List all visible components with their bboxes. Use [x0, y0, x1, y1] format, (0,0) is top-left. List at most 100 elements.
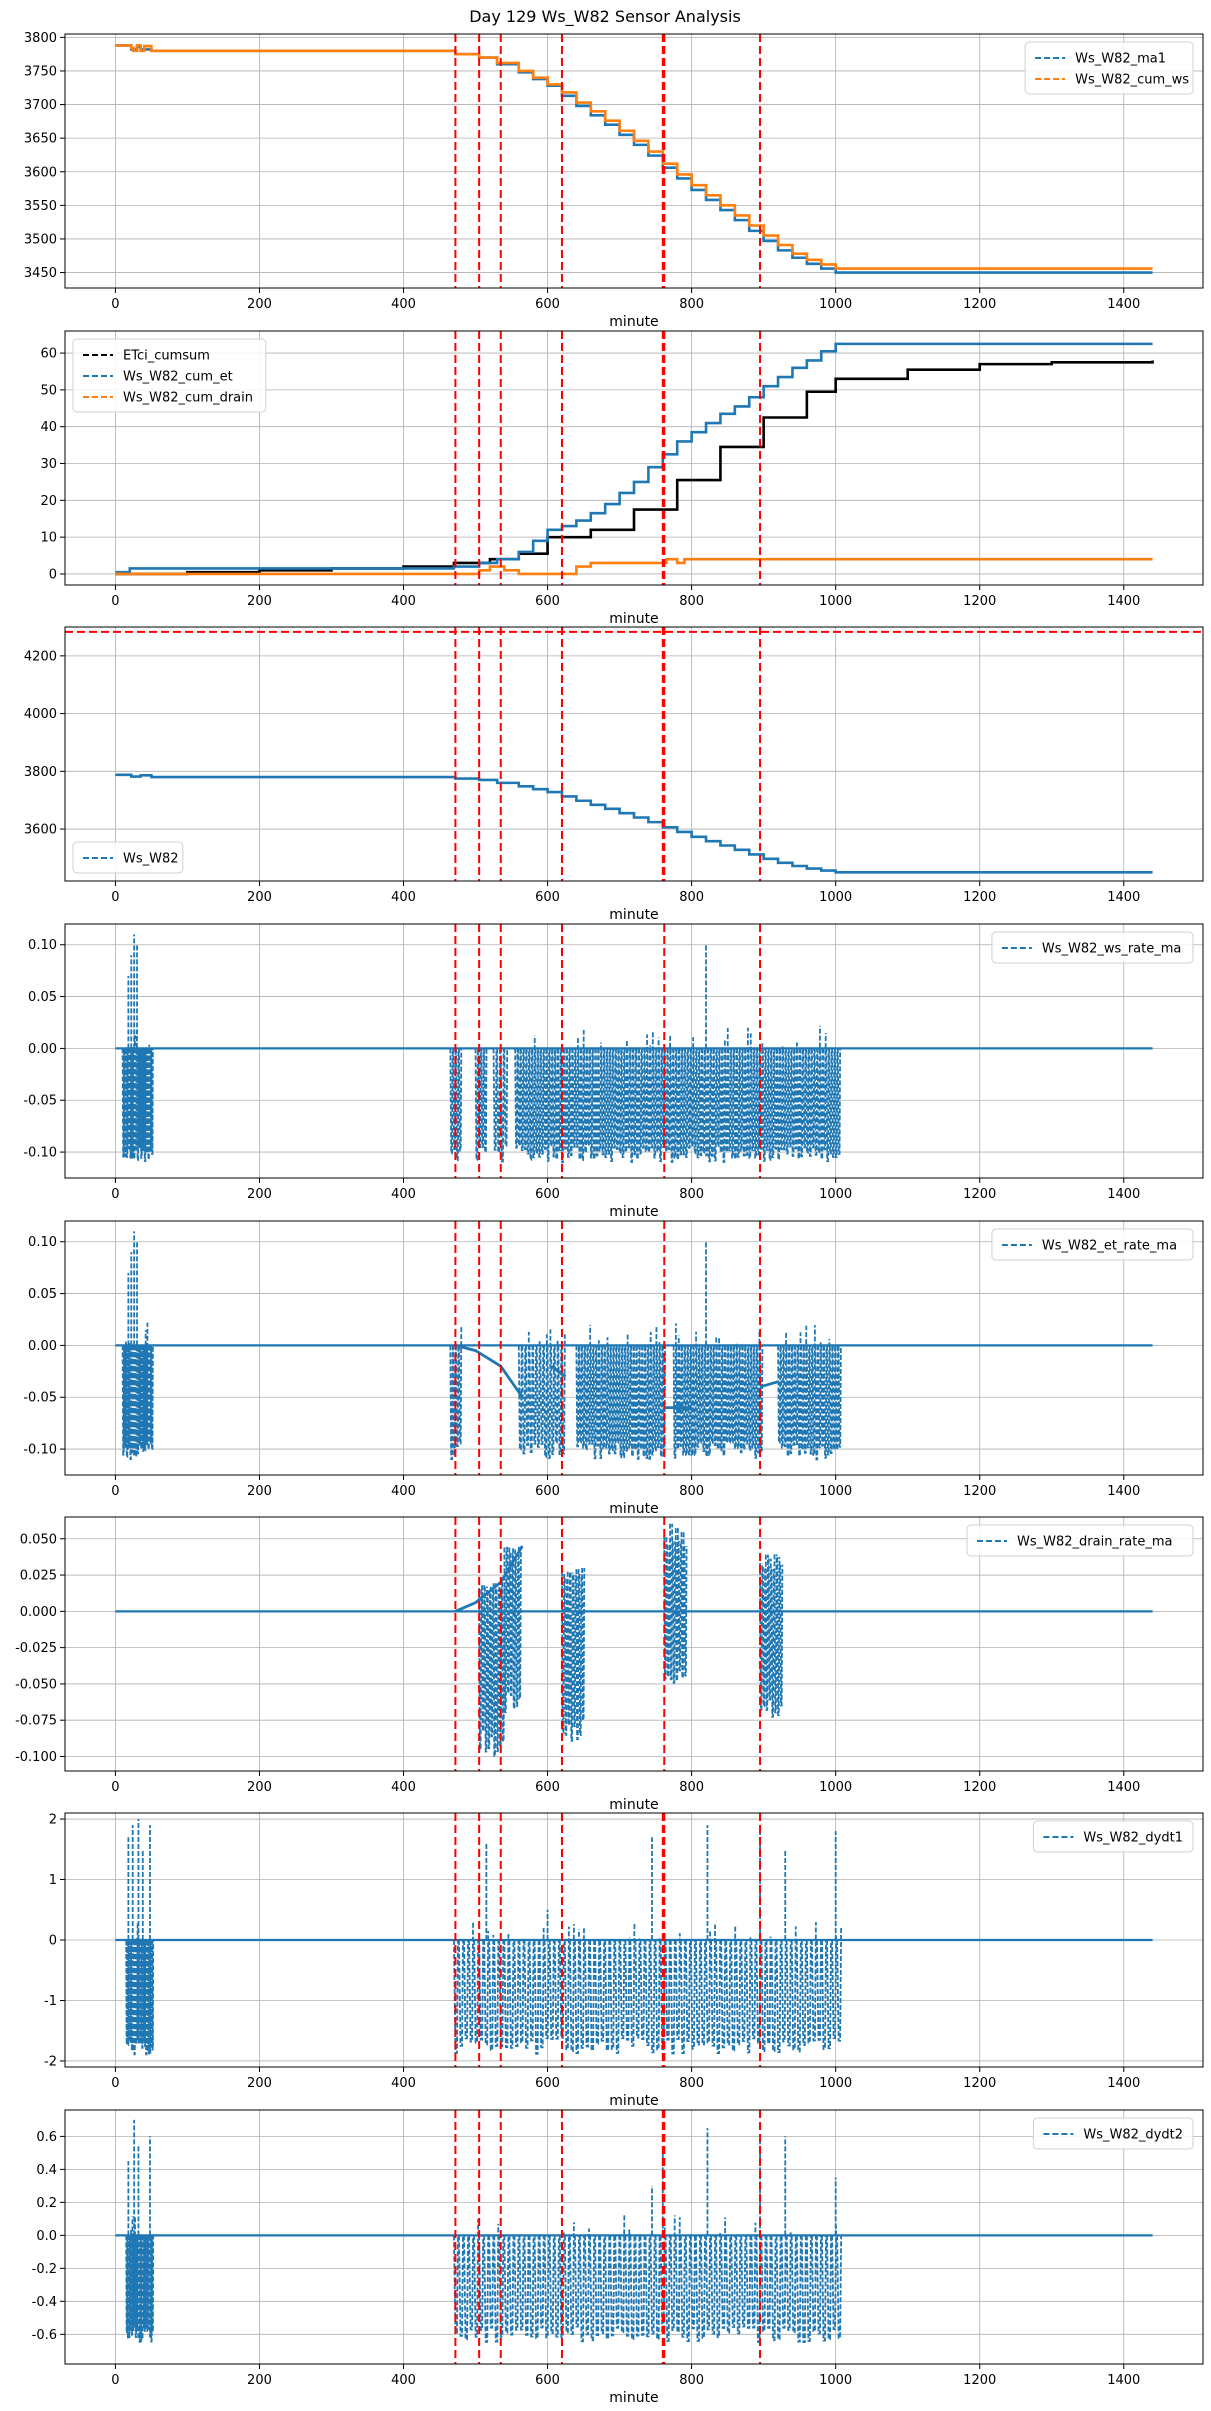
y-tick-label: -0.10	[23, 1443, 57, 1458]
legend-label: Ws_W82_ws_rate_ma	[1042, 942, 1181, 957]
legend-label: Ws_W82_dydt2	[1083, 2128, 1183, 2143]
series-spikes	[514, 1025, 842, 1164]
x-tick-label: 1200	[963, 2076, 996, 2091]
y-tick-label: -0.100	[15, 1750, 57, 1765]
y-tick-label: 3700	[24, 98, 57, 113]
series-trend	[455, 1344, 524, 1399]
legend-box	[966, 1524, 1194, 1557]
legend-label: Ws_W82_cum_et	[123, 370, 233, 385]
x-tick-label: 600	[535, 2076, 560, 2091]
legend-box	[1032, 1820, 1194, 1853]
x-tick-label: 400	[391, 297, 416, 312]
y-tick-label: 20	[40, 494, 57, 509]
x-tick-label: 0	[111, 594, 119, 609]
x-tick-label: 600	[535, 1187, 560, 1202]
plot-area	[115, 924, 1153, 1178]
legend-box	[991, 931, 1194, 964]
series-Ws_W82_cum_ws	[115, 44, 1153, 270]
y-tick-label: 0.00	[28, 1339, 57, 1354]
y-tick-label: -0.05	[23, 1094, 57, 1109]
y-tick-label: 3650	[24, 132, 57, 147]
y-tick-label: 50	[40, 383, 57, 398]
series-line	[115, 44, 1153, 274]
y-tick-label: 0.00	[28, 1042, 57, 1057]
y-tick-label: 0	[49, 1934, 57, 1949]
x-tick-label: 1000	[819, 2373, 852, 2388]
y-tick-label: -0.05	[23, 1391, 57, 1406]
x-tick-label: 1400	[1107, 1780, 1140, 1795]
chart-panel-2: 0 200 400 600 800 1000 1200 1400 0 10 20 30 40 50 60 mi…	[40, 330, 1204, 627]
x-tick-label: 0	[111, 2076, 119, 2091]
y-tick-label: -0.10	[23, 1146, 57, 1161]
x-tick-label: 1400	[1107, 297, 1140, 312]
series-line	[115, 44, 1153, 270]
x-tick-label: 600	[535, 890, 560, 905]
y-tick-label: 0.050	[20, 1532, 57, 1547]
plot-area	[115, 1221, 1153, 1475]
series-Ws_W82_cum_drain	[115, 557, 1153, 576]
x-tick-label: 200	[247, 890, 272, 905]
x-tick-label: 1000	[819, 1187, 852, 1202]
x-tick-label: 200	[247, 1187, 272, 1202]
x-tick-label: 400	[391, 2076, 416, 2091]
x-tick-label: 400	[391, 2373, 416, 2388]
legend: Ws_W82_et_rate_ma	[991, 1228, 1194, 1261]
series-spikes	[125, 2216, 155, 2343]
chart-panel-8: 0 200 400 600 800 1000 1200 1400 -0.6 -0.4 -0.2 0.0…	[32, 2109, 1204, 2406]
y-tick-label: 3550	[24, 199, 57, 214]
legend: ETci_cumsum Ws_W82_cum_et Ws_W82_cum_drain	[72, 338, 267, 413]
series-spikes	[492, 1048, 509, 1163]
series-spikes	[121, 1322, 154, 1461]
legend: Ws_W82_dydt2	[1032, 2117, 1194, 2150]
plot-frame	[64, 1220, 1204, 1476]
series-spikes	[449, 1048, 463, 1162]
x-tick-label: 1000	[819, 594, 852, 609]
x-tick-label: 1200	[963, 1484, 996, 1499]
x-axis-label: minute	[609, 2390, 658, 2406]
series-spikes	[125, 1921, 155, 2056]
x-tick-label: 200	[247, 297, 272, 312]
y-tick-label: 0.10	[28, 1235, 57, 1250]
plot-frame	[64, 2109, 1204, 2365]
series-trend	[454, 1545, 524, 1613]
series-line	[115, 342, 1153, 574]
x-tick-label: 200	[247, 594, 272, 609]
x-tick-label: 1200	[963, 297, 996, 312]
series-spikes	[777, 1325, 842, 1461]
series-spikes	[478, 1582, 506, 1758]
x-tick-label: 800	[679, 2076, 704, 2091]
y-tick-label: 2	[49, 1813, 57, 1828]
x-tick-label: 600	[535, 297, 560, 312]
x-tick-label: 1000	[819, 2076, 852, 2091]
x-tick-label: 1400	[1107, 2373, 1140, 2388]
series-spikes	[517, 1329, 566, 1459]
y-tick-label: -0.050	[15, 1677, 57, 1692]
x-tick-label: 1000	[819, 1484, 852, 1499]
x-tick-label: 400	[391, 1780, 416, 1795]
y-tick-label: 3450	[24, 266, 57, 281]
x-tick-label: 800	[679, 1780, 704, 1795]
y-tick-label: 0.2	[36, 2196, 57, 2211]
x-tick-label: 1400	[1107, 1187, 1140, 1202]
x-tick-label: 600	[535, 2373, 560, 2388]
y-tick-label: -0.025	[15, 1641, 57, 1656]
y-tick-label: 0.4	[36, 2163, 57, 2178]
legend-label: Ws_W82_cum_ws	[1075, 73, 1189, 88]
y-tick-label: 3750	[24, 64, 57, 79]
series-Ws_W82_dydt1	[115, 1819, 1153, 2056]
x-tick-label: 200	[247, 1484, 272, 1499]
x-tick-label: 1200	[963, 890, 996, 905]
y-tick-label: 4000	[24, 707, 57, 722]
x-axis-label: minute	[609, 2093, 658, 2109]
series-line	[115, 557, 1153, 576]
plot-area	[65, 627, 1203, 881]
x-tick-label: 400	[391, 1187, 416, 1202]
x-tick-label: 1000	[819, 297, 852, 312]
x-tick-label: 0	[111, 1187, 119, 1202]
series-ETci_cumsum	[115, 360, 1154, 576]
chart-panel-4: 0 200 400 600 800 1000 1200 1400 -0.10 -0.05 0.00 0…	[23, 923, 1204, 1220]
y-tick-label: -2	[44, 2054, 57, 2069]
series-Ws_W82_drain_rate_ma	[115, 1523, 1153, 1758]
x-tick-label: 200	[247, 1780, 272, 1795]
